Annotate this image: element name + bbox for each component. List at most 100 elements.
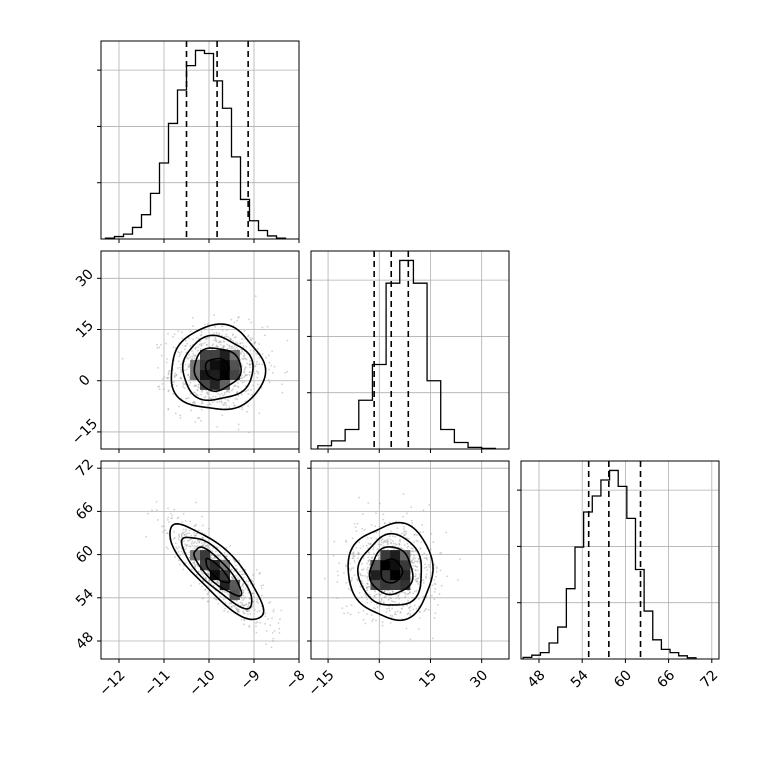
panel-clip xyxy=(101,251,299,449)
scatter-point xyxy=(158,385,160,388)
scatter-point xyxy=(389,596,391,599)
contour-line-0 xyxy=(380,558,404,584)
scatter-point xyxy=(191,401,194,404)
scatter-point xyxy=(368,563,371,566)
scatter-point xyxy=(206,337,209,339)
scatter-point xyxy=(260,587,263,590)
scatter-point xyxy=(166,518,169,521)
scatter-point xyxy=(178,563,181,566)
scatter-point xyxy=(389,530,392,533)
scatter-point xyxy=(248,597,251,600)
scatter-point xyxy=(354,526,357,528)
scatter-point xyxy=(160,354,163,357)
scatter-point xyxy=(417,628,420,630)
scatter-point xyxy=(252,601,254,603)
marginal-panel-2 xyxy=(517,461,719,663)
scatter-point xyxy=(247,591,250,594)
contour-line-1 xyxy=(193,546,243,597)
scatter-point xyxy=(179,414,182,417)
scatter-point xyxy=(211,401,214,404)
scatter-point xyxy=(407,545,410,548)
scatter-point xyxy=(256,360,258,363)
scatter-point xyxy=(258,573,261,575)
scatter-point xyxy=(195,393,198,396)
scatter-point xyxy=(254,295,257,298)
scatter-point xyxy=(218,341,221,344)
scatter-point xyxy=(249,359,251,362)
scatter-point xyxy=(178,351,181,354)
scatter-point xyxy=(351,557,354,560)
scatter-point xyxy=(418,617,421,619)
panel-background xyxy=(521,461,719,659)
x-tick-label: 0 xyxy=(371,667,389,685)
scatter-point xyxy=(404,592,407,595)
scatter-point xyxy=(367,559,370,562)
scatter-point xyxy=(217,602,220,605)
contour-line-2 xyxy=(356,532,423,606)
scatter-point xyxy=(379,604,382,607)
scatter-point xyxy=(255,352,257,355)
scatter-point xyxy=(380,543,383,546)
scatter-point xyxy=(368,593,371,596)
scatter-point xyxy=(230,345,233,348)
scatter-point xyxy=(207,600,209,603)
scatter-point xyxy=(422,531,425,533)
scatter-point xyxy=(377,543,380,546)
scatter-point xyxy=(238,610,241,613)
scatter-point xyxy=(433,598,436,601)
scatter-point xyxy=(215,346,218,348)
scatter-point xyxy=(161,382,164,385)
scatter-point xyxy=(254,365,257,368)
scatter-point xyxy=(173,333,176,336)
scatter-point xyxy=(166,358,168,360)
scatter-point xyxy=(237,428,240,431)
scatter-point xyxy=(195,573,198,576)
marginal-panel-1 xyxy=(307,251,509,453)
scatter-point xyxy=(193,402,196,405)
panel-frame xyxy=(520,460,720,660)
scatter-point xyxy=(351,537,354,540)
scatter-point xyxy=(223,609,226,612)
scatter-point xyxy=(204,328,206,331)
density-cell xyxy=(370,560,381,571)
scatter-point xyxy=(204,588,207,591)
scatter-point xyxy=(412,541,415,544)
scatter-point xyxy=(401,591,403,594)
scatter-point xyxy=(236,610,239,612)
density-cell xyxy=(400,560,411,571)
scatter-point xyxy=(196,389,199,392)
density-cell xyxy=(190,550,201,561)
scatter-point xyxy=(200,402,203,405)
scatter-point xyxy=(201,597,204,600)
scatter-point xyxy=(401,607,403,610)
scatter-point xyxy=(174,372,177,375)
scatter-point xyxy=(378,557,381,559)
scatter-point xyxy=(176,517,179,520)
scatter-point xyxy=(228,391,231,393)
y-tick-label: 54 xyxy=(73,586,97,610)
scatter-point xyxy=(392,600,394,603)
scatter-point xyxy=(414,578,417,581)
scatter-point xyxy=(242,599,244,601)
scatter-point xyxy=(395,543,398,546)
scatter-point xyxy=(406,542,409,545)
scatter-point xyxy=(229,337,232,340)
scatter-point xyxy=(242,589,245,592)
scatter-point xyxy=(240,348,243,351)
scatter-point xyxy=(192,352,195,355)
scatter-point xyxy=(240,377,243,380)
scatter-point xyxy=(422,581,425,584)
scatter-point xyxy=(145,535,147,538)
scatter-point xyxy=(182,552,185,555)
scatter-point xyxy=(403,533,406,536)
scatter-point xyxy=(358,541,361,544)
scatter-point xyxy=(222,598,225,601)
scatter-point xyxy=(366,589,369,592)
scatter-point xyxy=(252,605,254,608)
scatter-point xyxy=(184,383,187,386)
scatter-point xyxy=(179,353,182,356)
scatter-point xyxy=(167,507,169,510)
scatter-point xyxy=(213,314,216,317)
scatter-point xyxy=(366,582,368,585)
scatter-point xyxy=(214,598,217,601)
